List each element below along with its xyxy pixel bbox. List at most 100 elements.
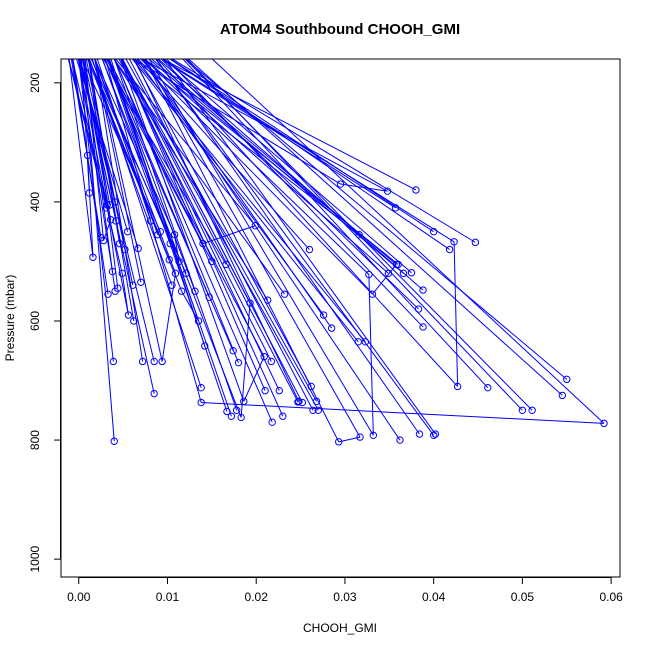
- series-line-segment: [133, 59, 366, 343]
- series-line-segment: [107, 59, 228, 412]
- series-line-segment: [184, 59, 533, 411]
- data-point: [201, 342, 209, 350]
- x-axis-label: CHOOH_GMI: [303, 621, 377, 635]
- data-point: [419, 323, 427, 331]
- data-point: [384, 269, 393, 278]
- series-line-segment: [118, 59, 272, 362]
- data-point: [240, 397, 248, 406]
- data-point: [124, 311, 133, 319]
- data-point: [414, 305, 423, 313]
- series-line-segment: [87, 59, 183, 292]
- x-tick-label: 0.06: [599, 590, 623, 604]
- data-point: [166, 239, 174, 248]
- data-point: [336, 180, 345, 188]
- data-point: [260, 353, 268, 361]
- series-line-segment: [201, 402, 605, 424]
- series-line-segment: [121, 273, 129, 316]
- series-line-segment: [131, 59, 359, 343]
- series-line-segment: [78, 59, 113, 272]
- data-point: [267, 357, 275, 366]
- data-point: [407, 269, 416, 277]
- series-line-segment: [121, 59, 266, 391]
- data-point: [171, 269, 180, 278]
- data-point: [327, 324, 336, 332]
- series-line-segment: [108, 59, 200, 322]
- series-line-segment: [182, 59, 489, 389]
- series-line-segment: [71, 59, 89, 156]
- data-point: [165, 255, 173, 264]
- data-point: [563, 375, 571, 384]
- data-point: [85, 189, 94, 197]
- y-tick-label: 200: [28, 72, 42, 92]
- x-tick-label: 0.04: [422, 590, 446, 604]
- series-line-segment: [94, 59, 176, 235]
- data-point: [223, 407, 231, 416]
- data-point: [600, 419, 608, 428]
- data-point: [111, 198, 119, 206]
- series-line-segment: [161, 59, 417, 191]
- data-point: [356, 433, 364, 441]
- series-line-segment: [160, 59, 396, 209]
- series-line-segment: [140, 59, 373, 295]
- series-line-segment: [101, 59, 242, 418]
- data-point: [453, 382, 462, 391]
- data-point: [399, 269, 408, 278]
- series-line-segment: [132, 59, 360, 236]
- x-tick-label: 0.02: [245, 590, 269, 604]
- data-point: [129, 281, 137, 289]
- x-tick-label: 0.00: [67, 590, 91, 604]
- data-point: [134, 244, 142, 253]
- data-point: [208, 257, 216, 266]
- data-point: [115, 239, 124, 248]
- series-line-segment: [145, 59, 361, 438]
- data-point: [138, 357, 147, 366]
- series-line-segment: [148, 59, 374, 436]
- data-point: [298, 398, 307, 407]
- series-line-segment: [94, 59, 144, 362]
- data-point: [237, 413, 245, 422]
- data-point: [168, 281, 176, 289]
- data-point: [106, 216, 115, 224]
- series-line-segment: [144, 59, 340, 443]
- data-point: [368, 290, 377, 298]
- data-point: [194, 317, 203, 325]
- data-point: [429, 431, 438, 439]
- series-points: [83, 151, 608, 446]
- series-lines: [67, 59, 605, 443]
- data-point: [227, 412, 236, 420]
- series-line-segment: [104, 59, 202, 403]
- data-point: [205, 293, 213, 301]
- series-line-segment: [103, 59, 213, 262]
- series-line-segment: [87, 155, 94, 258]
- data-point: [182, 269, 190, 278]
- data-point: [108, 267, 117, 276]
- x-tick-label: 0.03: [333, 590, 357, 604]
- y-tick-label: 400: [28, 192, 42, 212]
- data-point: [275, 386, 283, 395]
- series-line-segment: [181, 290, 199, 322]
- x-tick-label: 0.01: [156, 590, 180, 604]
- series-line-segment: [144, 59, 389, 274]
- data-point: [197, 398, 205, 407]
- data-point: [261, 386, 269, 395]
- data-point: [361, 338, 370, 346]
- data-point: [295, 397, 303, 406]
- data-point: [154, 230, 162, 239]
- data-point: [450, 238, 458, 246]
- data-point: [307, 382, 315, 391]
- series-line-segment: [163, 59, 412, 274]
- data-point: [264, 296, 272, 304]
- series-line-segment: [132, 59, 312, 387]
- series-line-segment: [368, 274, 374, 436]
- data-point: [109, 357, 118, 366]
- data-point: [396, 436, 404, 444]
- data-point: [314, 406, 323, 414]
- series-line-segment: [142, 59, 333, 329]
- data-point: [280, 290, 289, 298]
- data-point: [232, 406, 241, 414]
- series-line-segment: [453, 241, 459, 387]
- data-point: [121, 245, 129, 254]
- data-point: [197, 383, 205, 392]
- data-point: [199, 239, 207, 248]
